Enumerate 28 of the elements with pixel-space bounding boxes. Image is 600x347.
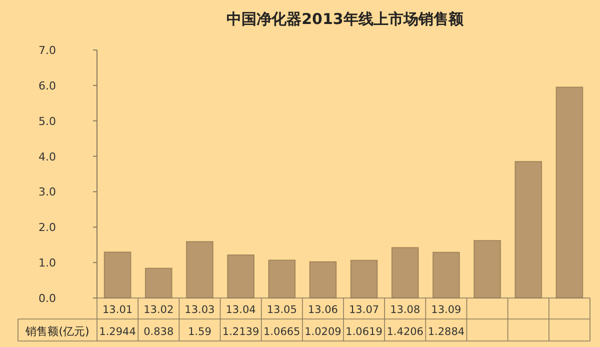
- y-tick-label: 4.0: [38, 150, 56, 164]
- x-tick-label: 13.05: [266, 304, 297, 316]
- chart-title: 中国净化器2013年线上市场销售额: [226, 10, 464, 28]
- x-tick-label: 13.08: [390, 304, 420, 316]
- data-label: 0.838: [144, 326, 174, 338]
- x-tick-label: 13.02: [144, 304, 174, 316]
- x-tick-label: 13.03: [184, 304, 215, 316]
- y-tick-label: 3.0: [38, 186, 56, 199]
- data-label: 1.4206: [386, 326, 424, 338]
- y-tick-label: 0.0: [38, 292, 56, 305]
- x-tick-label: 13.06: [308, 304, 338, 316]
- y-tick-label: 7.0: [38, 44, 56, 57]
- y-tick-label: 1.0: [38, 256, 56, 270]
- text: 销售额(亿元): [24, 325, 90, 338]
- data-label: 1.2944: [99, 326, 136, 338]
- x-tick-label: 13.07: [349, 304, 380, 316]
- data-label: 1.0619: [346, 326, 382, 338]
- y-tick-label: 6.0: [38, 79, 56, 92]
- data-label: 1.0665: [264, 326, 300, 338]
- data-label: 1.2884: [428, 326, 465, 338]
- data-label: 1.59: [188, 326, 212, 338]
- x-tick-label: 13.04: [226, 304, 256, 316]
- x-tick-label: 13.09: [431, 304, 462, 316]
- x-tick-label: 13.01: [102, 304, 133, 316]
- y-tick-label: 5.0: [38, 114, 56, 128]
- data-label: 1.2139: [222, 326, 260, 338]
- data-label: 1.0209: [304, 326, 342, 338]
- y-tick-label: 2.0: [38, 221, 56, 234]
